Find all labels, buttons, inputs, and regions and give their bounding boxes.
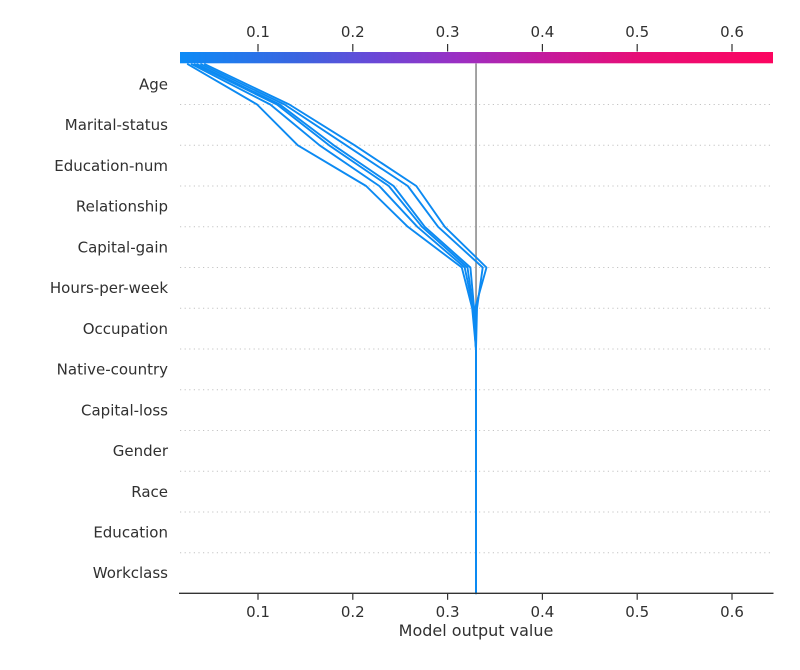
- x-tick-label: 0.1: [246, 603, 270, 621]
- x-tick-label: 0.5: [625, 603, 649, 621]
- colorbar-tick-label: 0.4: [530, 23, 554, 41]
- colorbar-tick-label: 0.2: [341, 23, 365, 41]
- feature-label: Workclass: [93, 564, 168, 582]
- feature-label: Native-country: [57, 361, 168, 379]
- colorbar-tick-label: 0.5: [625, 23, 649, 41]
- decision-path-line: [196, 63, 477, 595]
- x-tick-label: 0.4: [530, 603, 554, 621]
- x-tick-label: 0.2: [341, 603, 365, 621]
- x-tick-label: 0.6: [720, 603, 744, 621]
- feature-label: Capital-gain: [78, 238, 168, 256]
- decision-path-line: [186, 63, 477, 595]
- feature-label: Gender: [113, 442, 169, 460]
- feature-label: Occupation: [83, 320, 168, 338]
- decision-path-line: [193, 63, 477, 595]
- feature-label: Relationship: [76, 198, 168, 216]
- x-tick-label: 0.3: [436, 603, 460, 621]
- decision-path-line: [190, 63, 477, 595]
- feature-label: Hours-per-week: [50, 279, 168, 297]
- feature-label: Education: [93, 524, 168, 542]
- feature-label: Capital-loss: [81, 401, 168, 419]
- decision-path-line: [203, 63, 488, 595]
- feature-label: Marital-status: [65, 116, 168, 134]
- model-output-colorbar: [180, 52, 773, 64]
- colorbar-tick-label: 0.3: [436, 23, 460, 41]
- colorbar-tick-label: 0.1: [246, 23, 270, 41]
- feature-label: Education-num: [54, 157, 168, 175]
- x-axis-title: Model output value: [398, 621, 554, 640]
- decision-path-line: [200, 63, 484, 595]
- feature-label: Age: [139, 76, 168, 94]
- colorbar-tick-label: 0.6: [720, 23, 744, 41]
- feature-label: Race: [131, 483, 168, 501]
